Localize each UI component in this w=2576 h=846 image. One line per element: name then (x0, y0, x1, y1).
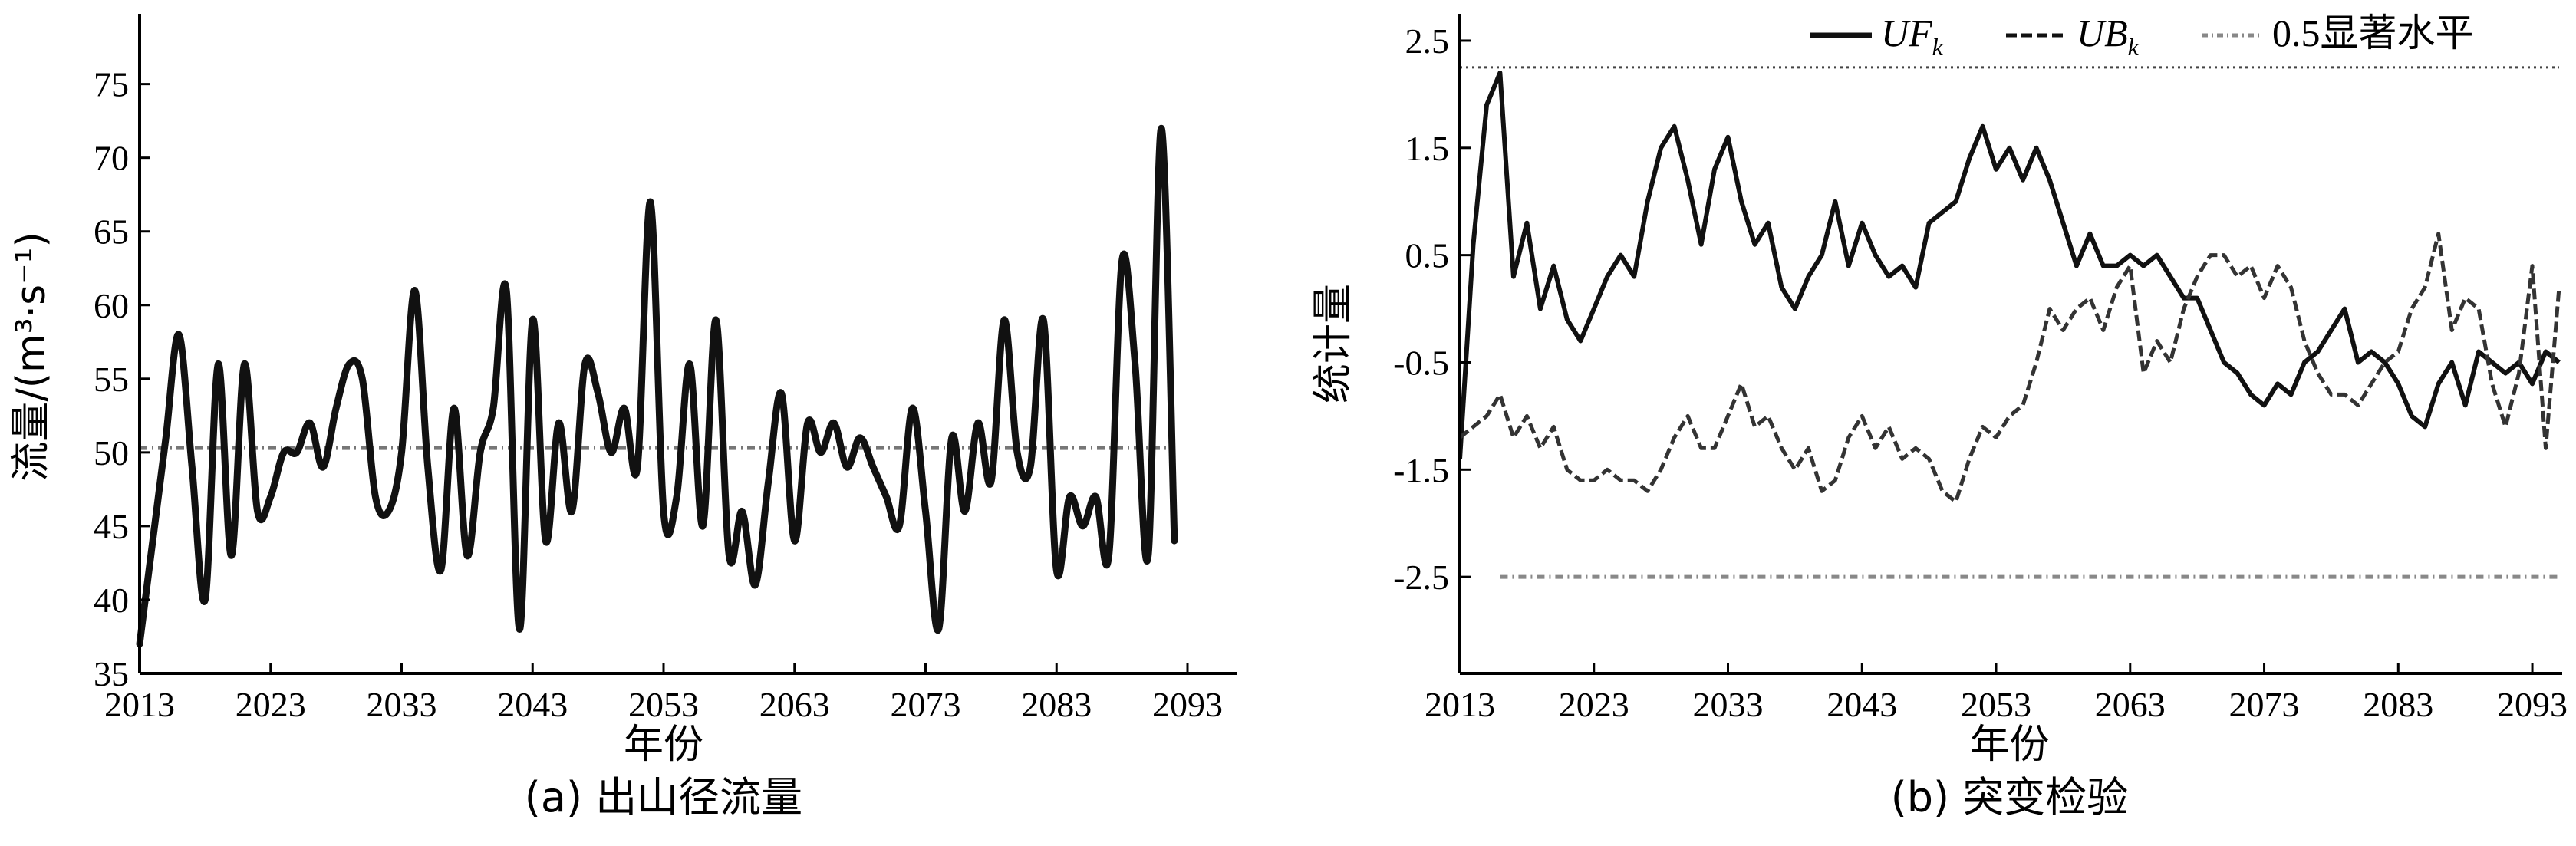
y-tick-label: 2.5 (1405, 21, 1450, 61)
y-tick-label: 45 (94, 507, 129, 546)
x-tick-label: 2063 (759, 685, 830, 724)
x-tick-label: 2023 (236, 685, 306, 724)
y-tick-label: 0.5 (1405, 236, 1450, 275)
legend-label: UFk (1881, 12, 1944, 61)
y-tick-label: 35 (94, 654, 129, 693)
runoff-series-line (136, 124, 1178, 648)
x-tick-label: 2043 (497, 685, 568, 724)
x-tick-label: 2083 (1021, 685, 1092, 724)
x-tick-label: 2013 (104, 685, 175, 724)
y-tick-label: 1.5 (1405, 129, 1450, 168)
y-tick-label: -0.5 (1393, 343, 1449, 382)
x-tick-label: 2033 (367, 685, 437, 724)
x-tick-label: 2013 (1425, 685, 1495, 724)
x-tick-label: 2053 (1961, 685, 2031, 724)
legend-label: UBk (2077, 12, 2140, 61)
x-tick-label: 2073 (891, 685, 961, 724)
legend: UFk UBk 0.5显著水平 (1810, 12, 2474, 61)
x-ticks: 2013 2023 2033 2043 2053 2063 2073 2083 2093 (1425, 663, 2568, 724)
y-tick-label: 70 (94, 139, 129, 178)
x-axis-label: 年份 (624, 722, 703, 768)
y-axis-label: 流量/(m³·s⁻¹) (8, 232, 54, 482)
x-tick-label: 2063 (2095, 685, 2166, 724)
y-tick-label: 65 (94, 212, 129, 252)
x-tick-label: 2083 (2363, 685, 2433, 724)
x-tick-label: 2093 (2497, 685, 2568, 724)
panel-a-runoff-chart: 2013 2023 2033 2043 2053 2063 2073 2083 2093 35 4… (8, 14, 1237, 821)
panel-caption: (a) 出山径流量 (525, 773, 802, 821)
y-tick-label: -1.5 (1393, 450, 1449, 489)
y-tick-label: 60 (94, 286, 129, 325)
y-ticks: -2.5 -1.5 -0.5 0.5 1.5 2.5 (1393, 21, 1471, 597)
y-ticks: 35 40 45 50 55 60 65 70 75 (94, 65, 150, 693)
x-tick-label: 2073 (2229, 685, 2300, 724)
x-axis-label: 年份 (1969, 722, 2049, 768)
uf-series-line (1458, 70, 2561, 459)
x-tick-label: 2093 (1152, 685, 1223, 724)
y-tick-label: 40 (94, 581, 129, 620)
y-tick-label: 50 (94, 433, 129, 472)
legend-label: 0.5显著水平 (2272, 12, 2474, 54)
ub-series-line (1458, 232, 2561, 504)
x-tick-label: 2043 (1827, 685, 1897, 724)
x-tick-label: 2053 (628, 685, 699, 724)
x-tick-label: 2033 (1693, 685, 1764, 724)
panel-b-mutation-test-chart: 2013 2023 2033 2043 2053 2063 2073 2083 2093 -2.… (1310, 12, 2568, 821)
y-tick-label: 55 (94, 360, 129, 399)
y-tick-label: 75 (94, 65, 129, 104)
panel-caption: (b) 突变检验 (1891, 773, 2129, 821)
y-axis-label: 统计量 (1310, 284, 1356, 403)
y-tick-label: -2.5 (1393, 558, 1449, 597)
x-tick-label: 2023 (1559, 685, 1629, 724)
x-ticks: 2013 2023 2033 2043 2053 2063 2073 2083 2093 (104, 663, 1223, 724)
